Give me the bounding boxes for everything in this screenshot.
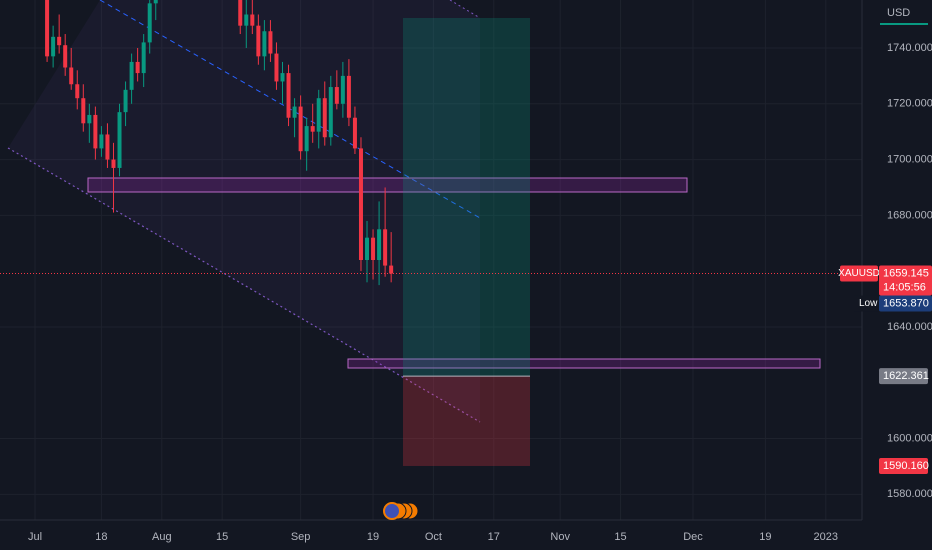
symbol-label: XAUUSD [838,268,880,279]
channel-top-line [449,0,481,19]
x-tick-label: Oct [425,531,442,543]
x-tick-label: 17 [488,531,500,543]
candle-body [123,89,128,113]
grid [0,0,862,520]
candle-body [377,229,382,260]
long-position [403,18,530,466]
candle-body [322,98,327,138]
events-icon [383,502,419,520]
y-tick-label: 1580.000 [887,488,932,500]
candle-body [310,126,315,132]
candle-body [352,117,357,149]
candles [45,0,394,286]
x-tick-label: 18 [95,531,107,543]
stop-label: 1590.160 [883,460,929,472]
candle-body [147,3,152,43]
candle-body [365,237,370,260]
currency-label: USD [887,7,910,19]
candle-body [141,42,146,74]
x-tick-label: 19 [367,531,379,543]
candle-body [304,126,309,152]
symbol-badge [840,265,878,282]
x-tick-label: 15 [614,531,626,543]
stop-badge [879,457,928,474]
candle-body [358,148,363,260]
y-tick-label: 1700.000 [887,153,932,165]
event-flag [383,502,401,520]
last-price-badge [879,265,932,296]
candle-body [286,73,291,118]
candle-body [328,87,333,138]
candle-body [63,45,68,68]
candle-body [238,0,243,26]
y-tick-label: 1680.000 [887,209,932,221]
low-label: Low [859,298,878,309]
candle-body [81,98,86,124]
candle-body [244,14,249,26]
candle-body [250,14,255,26]
candle-body [274,53,279,82]
axis-labels: 1740.000 1720.000 1700.000 1680.000 1640.000… [28,42,932,543]
candle-body [87,114,92,124]
candle-body [298,106,303,152]
x-tick-label: 15 [216,531,228,543]
x-tick-label: Nov [550,531,570,543]
entry-label: 1622.361 [883,370,929,382]
profit-zone [403,18,530,377]
candle-body [262,31,267,57]
last-price-label: 1659.145 [883,267,929,279]
candle-body [99,134,104,149]
candle-body [280,73,285,82]
candle-body [111,159,116,168]
candle-body [383,229,388,266]
x-tick-label: Aug [152,531,172,543]
candle-body [340,75,345,104]
candle-body [51,36,56,57]
x-tick-label: 19 [759,531,771,543]
y-tick-label: 1720.000 [887,98,932,110]
entry-badge [879,368,928,385]
x-tick-label: Dec [683,531,703,543]
candle-body [129,61,134,90]
candle-body [334,87,339,104]
loss-zone [403,376,530,466]
x-tick-label: Jul [28,531,42,543]
low-value-label: 1653.870 [883,297,929,309]
candle-body [105,134,110,160]
low-value-badge [879,295,932,312]
y-tick-label: 1740.000 [887,42,932,54]
candle-body [45,0,50,57]
low-badge [854,295,879,312]
y-tick-label: 1640.000 [887,321,932,333]
candle-body [93,114,98,149]
candle-body [117,112,122,168]
candle-body [371,237,376,260]
x-tick-label: Sep [291,531,311,543]
candle-body [256,25,261,57]
candle-body [389,265,394,274]
y-tick-label: 1600.000 [887,432,932,444]
candle-body [135,61,140,74]
candle-body [69,67,74,85]
candle-body [57,36,62,46]
candle-body [316,98,321,132]
zone-box [87,177,688,193]
candle-body [292,106,297,118]
countdown-label: 14:05:56 [883,281,926,293]
candle-body [268,31,273,54]
candle-body [75,84,80,99]
channel-bottom-line [7,147,481,423]
candle-body [346,75,351,118]
zone-box [347,358,821,369]
candle-body [153,0,158,4]
x-tick-label: 2023 [814,531,838,543]
